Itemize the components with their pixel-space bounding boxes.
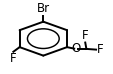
Text: F: F [81, 29, 88, 42]
Text: F: F [9, 52, 16, 65]
Text: O: O [70, 42, 79, 55]
Text: Br: Br [36, 2, 49, 15]
Text: F: F [96, 43, 102, 56]
